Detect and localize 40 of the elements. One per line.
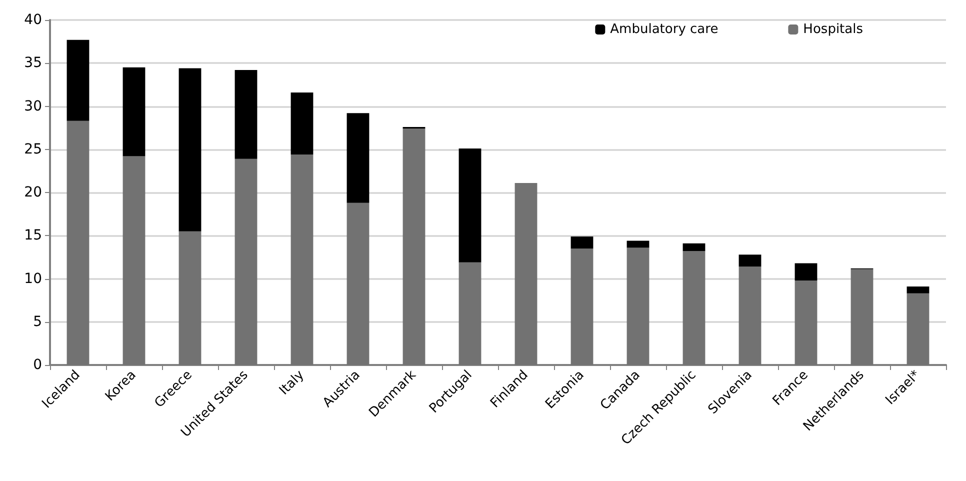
bar [402, 128, 426, 365]
bar [122, 67, 146, 156]
bar [458, 148, 482, 262]
bar [234, 158, 258, 365]
bar [682, 251, 706, 365]
bar [850, 269, 874, 365]
y-tick-label: 20 [24, 184, 42, 200]
bar [738, 266, 762, 365]
bar [458, 262, 482, 365]
bar [626, 248, 650, 365]
bar [794, 263, 818, 280]
bar [290, 154, 314, 365]
bar [906, 293, 930, 365]
y-tick-label: 25 [24, 141, 42, 158]
bar [906, 286, 930, 294]
bar [514, 183, 538, 365]
bar [570, 248, 594, 365]
bar [178, 68, 202, 232]
bar [346, 113, 370, 203]
y-tick-label: 10 [24, 270, 42, 287]
y-tick-label: 15 [24, 228, 42, 244]
y-tick-label: 35 [24, 55, 42, 72]
bar [66, 40, 90, 121]
bar [178, 231, 202, 365]
y-tick-label: 0 [33, 357, 42, 373]
bar [738, 254, 762, 267]
bar [122, 156, 146, 365]
y-tick-label: 5 [33, 314, 42, 330]
legend-label: Ambulatory care [610, 22, 718, 37]
bar [66, 120, 90, 365]
y-tick-label: 40 [24, 12, 42, 28]
bar [234, 70, 258, 159]
bar [626, 240, 650, 248]
bar [682, 243, 706, 252]
bar [794, 280, 818, 365]
bar [290, 92, 314, 155]
bar [570, 236, 594, 249]
legend-label: Hospitals [803, 22, 864, 37]
bar [346, 202, 370, 365]
y-tick-label: 30 [24, 98, 42, 114]
